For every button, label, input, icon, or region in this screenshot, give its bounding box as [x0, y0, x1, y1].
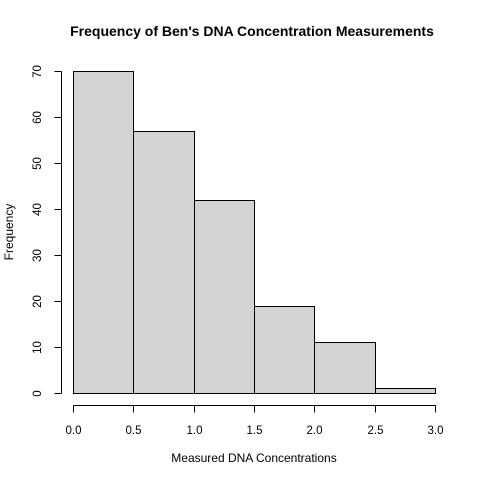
x-tick-label: 1.0 — [187, 425, 203, 437]
y-axis: 0 10 20 30 40 50 60 70 — [32, 65, 62, 397]
y-tick-label: 0 — [32, 390, 44, 396]
y-axis-label: Frequency — [2, 204, 16, 261]
chart-title: Frequency of Ben's DNA Concentration Mea… — [70, 23, 434, 39]
histogram-bar-3 — [254, 306, 315, 394]
histogram-bar-2 — [194, 200, 255, 394]
y-tick-label: 10 — [32, 341, 44, 354]
bars-group — [73, 71, 436, 394]
histogram-bar-5 — [375, 388, 436, 394]
x-tick-label: 0.5 — [126, 425, 142, 437]
x-axis: 0.0 0.5 1.0 1.5 2.0 2.5 3.0 — [66, 405, 444, 437]
y-tick-label: 50 — [32, 157, 44, 170]
x-axis-label: Measured DNA Concentrations — [171, 451, 336, 465]
histogram-bar-4 — [314, 342, 376, 394]
y-tick-label: 60 — [32, 111, 44, 124]
x-tick-label: 2.0 — [307, 425, 323, 437]
histogram-bar-1 — [133, 131, 195, 394]
y-tick-label: 20 — [32, 295, 44, 308]
x-tick-label: 0.0 — [66, 425, 82, 437]
x-tick-label: 3.0 — [428, 425, 444, 437]
x-tick-label: 2.5 — [368, 425, 384, 437]
histogram-bar-0 — [73, 71, 134, 394]
y-tick-label: 40 — [32, 203, 44, 216]
y-tick-label: 30 — [32, 249, 44, 262]
x-tick-label: 1.5 — [247, 425, 263, 437]
y-tick-label: 70 — [32, 65, 44, 78]
